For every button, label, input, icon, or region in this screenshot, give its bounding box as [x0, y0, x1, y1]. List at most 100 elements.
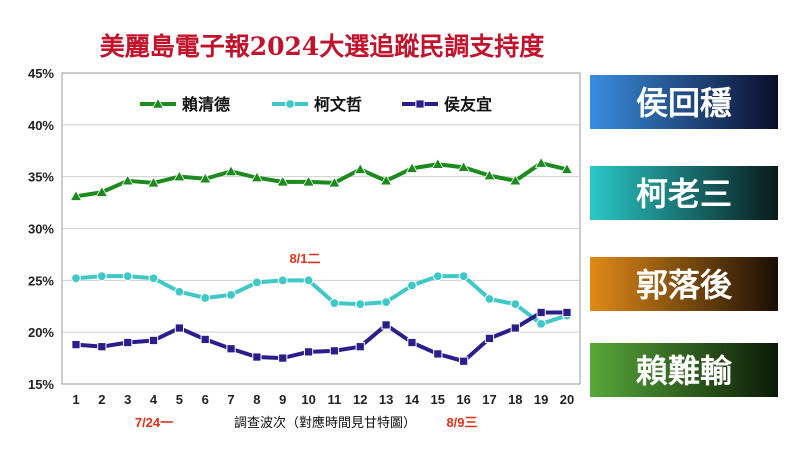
data-point: [536, 307, 546, 318]
side-box-label: 侯回穩: [636, 84, 732, 122]
data-point: [329, 346, 340, 356]
chart-title: 美麗島電子報2024大選追蹤民調支持度: [100, 32, 545, 61]
annotation-7-24: 7/24一: [135, 415, 173, 430]
data-point: [510, 323, 520, 333]
data-point: [226, 344, 236, 354]
data-point: [381, 320, 391, 330]
side-box-1: 侯回穩: [590, 75, 778, 129]
legend-label: 賴清德: [182, 95, 230, 114]
data-point: [407, 337, 417, 348]
side-box-bg: [590, 343, 778, 397]
legend-item-1: 賴清德: [140, 95, 230, 114]
data-point: [407, 280, 417, 291]
data-point: [354, 163, 367, 174]
x-tick-label: 14: [405, 392, 420, 407]
series-2: [71, 271, 572, 329]
x-tick-label: 11: [328, 392, 342, 407]
data-point: [509, 174, 522, 186]
y-tick-label: 15%: [28, 377, 54, 392]
data-point: [252, 352, 262, 362]
legend-label: 侯友宜: [444, 95, 492, 114]
data-point: [355, 342, 365, 352]
x-tick-label: 9: [279, 392, 286, 407]
x-tick-label: 4: [150, 392, 158, 407]
data-point: [147, 176, 160, 188]
y-tick-label: 35%: [28, 170, 54, 185]
data-point: [151, 97, 165, 109]
x-tick-label: 10: [301, 392, 315, 407]
y-tick-label: 45%: [28, 66, 54, 81]
x-tick-label: 13: [379, 392, 393, 407]
data-point: [122, 271, 133, 282]
annotation-8-9: 8/9三: [446, 415, 477, 430]
data-point: [562, 307, 572, 318]
data-point: [415, 99, 425, 109]
data-point: [250, 171, 264, 183]
data-point: [510, 299, 521, 310]
side-box-label: 郭落後: [636, 266, 733, 304]
legend-item-2: 柯文哲: [272, 95, 362, 114]
data-point: [483, 169, 496, 181]
x-axis-label: 調查波次（對應時間見甘特圖）: [234, 415, 416, 431]
annotation-8-1: 8/1二: [289, 251, 320, 266]
data-point: [405, 162, 419, 173]
data-point: [278, 353, 288, 363]
side-box-bg: [590, 257, 778, 311]
data-point: [200, 293, 211, 303]
legend-label: 柯文哲: [314, 95, 362, 114]
y-tick-label: 20%: [28, 325, 54, 340]
y-tick-label: 40%: [28, 118, 54, 133]
x-tick-label: 17: [482, 392, 496, 407]
x-tick-label: 20: [560, 392, 574, 407]
x-tick-label: 18: [508, 392, 522, 407]
x-axis-ticks: 1 2 3 4 5 6 7 8 9 10 11 12 13 14 15 16 17 18 19 20: [72, 392, 574, 407]
side-box-label: 柯老三: [636, 175, 732, 213]
data-point: [484, 333, 495, 344]
legend-item-3: 侯友宜: [402, 95, 492, 114]
data-point: [329, 298, 340, 309]
data-point: [199, 172, 212, 184]
x-tick-label: 1: [72, 392, 79, 407]
x-tick-label: 12: [353, 392, 367, 407]
y-tick-label: 25%: [28, 273, 54, 288]
side-box-bg: [590, 75, 778, 129]
series-1: [69, 156, 574, 201]
data-point: [71, 339, 81, 350]
side-box-label: 賴難輸: [636, 352, 733, 390]
data-point: [123, 337, 133, 348]
data-point: [277, 275, 288, 286]
y-axis-ticks: 15% 20% 25% 30% 35% 40% 45%: [28, 66, 54, 392]
x-tick-label: 3: [124, 392, 131, 407]
data-point: [69, 190, 83, 201]
data-point: [95, 185, 109, 197]
side-box-bg: [590, 166, 778, 220]
x-tick-label: 19: [534, 392, 548, 407]
side-box-2: 柯老三: [590, 166, 778, 220]
side-box-3: 郭落後: [590, 257, 778, 311]
x-tick-label: 2: [98, 392, 105, 407]
data-point: [534, 156, 548, 168]
data-point: [484, 294, 495, 304]
data-point: [97, 342, 107, 352]
data-point: [379, 174, 393, 186]
data-point: [285, 99, 295, 109]
data-point: [226, 289, 236, 300]
data-point: [431, 157, 444, 169]
series-layer: [69, 156, 574, 366]
data-point: [459, 356, 469, 366]
data-point: [173, 170, 186, 182]
legend: 賴清德 柯文哲 侯友宜: [140, 95, 492, 114]
x-tick-label: 16: [456, 392, 470, 407]
data-point: [355, 299, 366, 310]
data-point: [432, 271, 443, 282]
data-point: [458, 271, 469, 282]
data-point: [71, 273, 81, 284]
x-tick-label: 7: [227, 392, 234, 407]
x-tick-label: 15: [431, 392, 445, 407]
data-point: [174, 323, 184, 333]
x-tick-label: 5: [176, 392, 183, 407]
side-box-4: 賴難輸: [590, 343, 778, 397]
data-point: [148, 273, 159, 284]
data-point: [536, 318, 547, 329]
